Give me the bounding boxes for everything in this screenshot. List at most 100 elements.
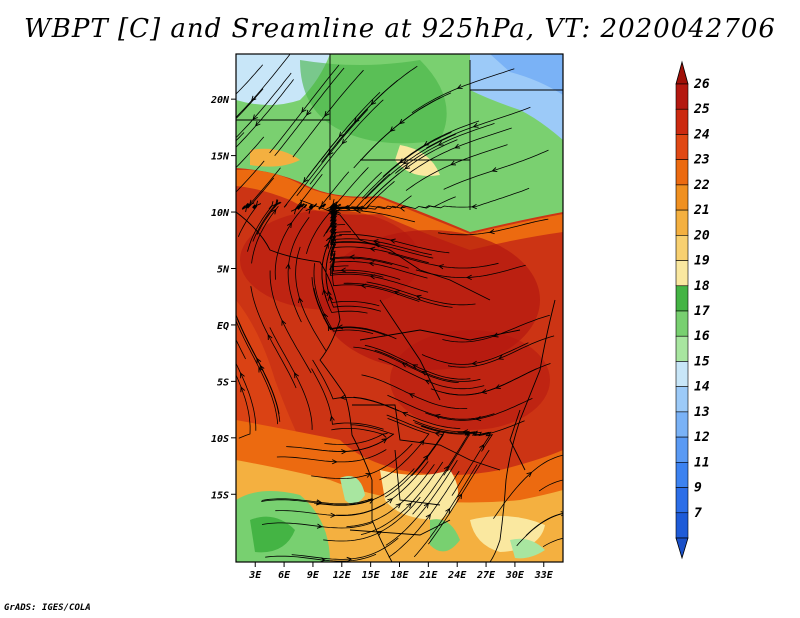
- streamline-arrow: [306, 109, 312, 116]
- streamline-arrow: [497, 354, 504, 360]
- streamline-arrow: [393, 290, 400, 296]
- streamline: [247, 205, 273, 252]
- streamline-arrow: [240, 372, 245, 379]
- lon-tick-label: 33E: [534, 570, 554, 581]
- streamline: [330, 235, 434, 259]
- streamline-arrow: [320, 557, 327, 562]
- streamline-arrow: [434, 431, 441, 437]
- streamline: [426, 106, 531, 149]
- colorbar-label: 11: [694, 455, 710, 470]
- colorbar-label: 14: [694, 380, 710, 395]
- streamline: [283, 134, 342, 208]
- streamline-arrow: [303, 177, 309, 183]
- streamline-arrow: [464, 430, 470, 436]
- lon-tick-label: 9E: [307, 570, 320, 581]
- streamline-arrow: [348, 254, 355, 260]
- lat-tick-label: 20N: [210, 95, 230, 106]
- streamline: [236, 54, 291, 118]
- streamline: [265, 553, 377, 562]
- streamline: [542, 537, 563, 548]
- streamline-arrow: [339, 394, 346, 400]
- streamline-arrow: [404, 164, 411, 170]
- streamline-arrow: [472, 122, 479, 128]
- streamline: [538, 479, 563, 492]
- colorbar-swatch: [675, 184, 689, 211]
- streamline-arrow: [316, 500, 322, 506]
- streamline: [261, 497, 373, 505]
- streamline: [493, 454, 563, 519]
- streamline: [236, 338, 246, 360]
- streamline: [323, 496, 421, 542]
- streamline: [269, 64, 340, 154]
- streamline-arrow: [271, 201, 277, 207]
- streamline: [346, 464, 435, 527]
- streamline-arrow: [368, 498, 375, 504]
- streamline: [236, 64, 264, 95]
- colorbar-swatch: [675, 260, 689, 287]
- streamline-arrow: [255, 120, 261, 127]
- colorbar-over-triangle: [675, 60, 689, 85]
- streamline-arrow: [340, 267, 347, 273]
- colorbar-swatch: [675, 361, 689, 387]
- streamline: [413, 464, 478, 558]
- credit-text: GrADS: IGES/COLA: [4, 603, 91, 613]
- lon-tick-label: 3E: [248, 570, 262, 581]
- streamline: [269, 270, 312, 374]
- streamline-arrow: [341, 449, 348, 455]
- streamline-arrow: [223, 200, 228, 205]
- colorbar-swatch: [675, 310, 689, 337]
- colorbar-swatch: [675, 411, 689, 438]
- colorbar-label: 19: [694, 254, 710, 269]
- streamline: [388, 253, 499, 269]
- streamline-arrow: [299, 201, 306, 208]
- colorbar-label: 24: [693, 127, 710, 142]
- streamline: [394, 123, 495, 174]
- colorbar-label: 13: [694, 405, 710, 420]
- lat-tick-label: 15N: [211, 152, 230, 163]
- streamline-arrow: [472, 430, 479, 436]
- streamline: [360, 461, 444, 535]
- streamline: [421, 342, 529, 365]
- colorbar-swatch: [675, 134, 689, 160]
- streamline: [236, 160, 265, 193]
- streamline-arrow: [408, 393, 415, 398]
- colorbar-swatch: [675, 487, 689, 514]
- streamline-arrow: [492, 332, 499, 338]
- streamline-arrow: [255, 200, 262, 207]
- streamline-arrow: [286, 222, 293, 229]
- streamline-arrow: [357, 205, 364, 211]
- streamline: [438, 218, 549, 236]
- streamline-arrow: [221, 304, 225, 309]
- streamline: [313, 263, 374, 334]
- streamline: [274, 203, 308, 280]
- colorbar-under-triangle: [675, 537, 689, 560]
- streamline: [332, 261, 420, 302]
- streamline: [311, 368, 384, 430]
- streamline-arrow: [301, 107, 307, 113]
- streamline: [330, 237, 401, 280]
- streamline-arrow: [406, 502, 412, 509]
- streamline-arrow: [372, 239, 379, 245]
- streamline-arrow: [488, 229, 495, 235]
- streamline: [252, 203, 277, 242]
- streamline-arrow: [434, 413, 441, 419]
- streamline: [329, 250, 428, 279]
- streamline: [261, 499, 373, 506]
- streamline: [386, 414, 444, 477]
- streamline: [236, 374, 251, 439]
- lon-tick-label: 12E: [333, 570, 352, 581]
- streamline: [296, 109, 369, 197]
- colorbar-label: 18: [694, 279, 710, 294]
- streamline: [425, 398, 533, 421]
- streamline: [378, 358, 485, 390]
- streamline: [287, 217, 310, 323]
- streamline-arrow: [369, 246, 376, 252]
- streamline-arrow: [200, 168, 205, 173]
- lat-tick-label: 15S: [211, 490, 229, 501]
- streamline: [236, 79, 294, 148]
- streamline: [261, 521, 374, 529]
- streamline-arrow: [526, 471, 533, 478]
- streamline-arrow: [471, 204, 477, 210]
- streamline-arrow: [258, 366, 264, 373]
- streamline-arrow: [395, 502, 402, 509]
